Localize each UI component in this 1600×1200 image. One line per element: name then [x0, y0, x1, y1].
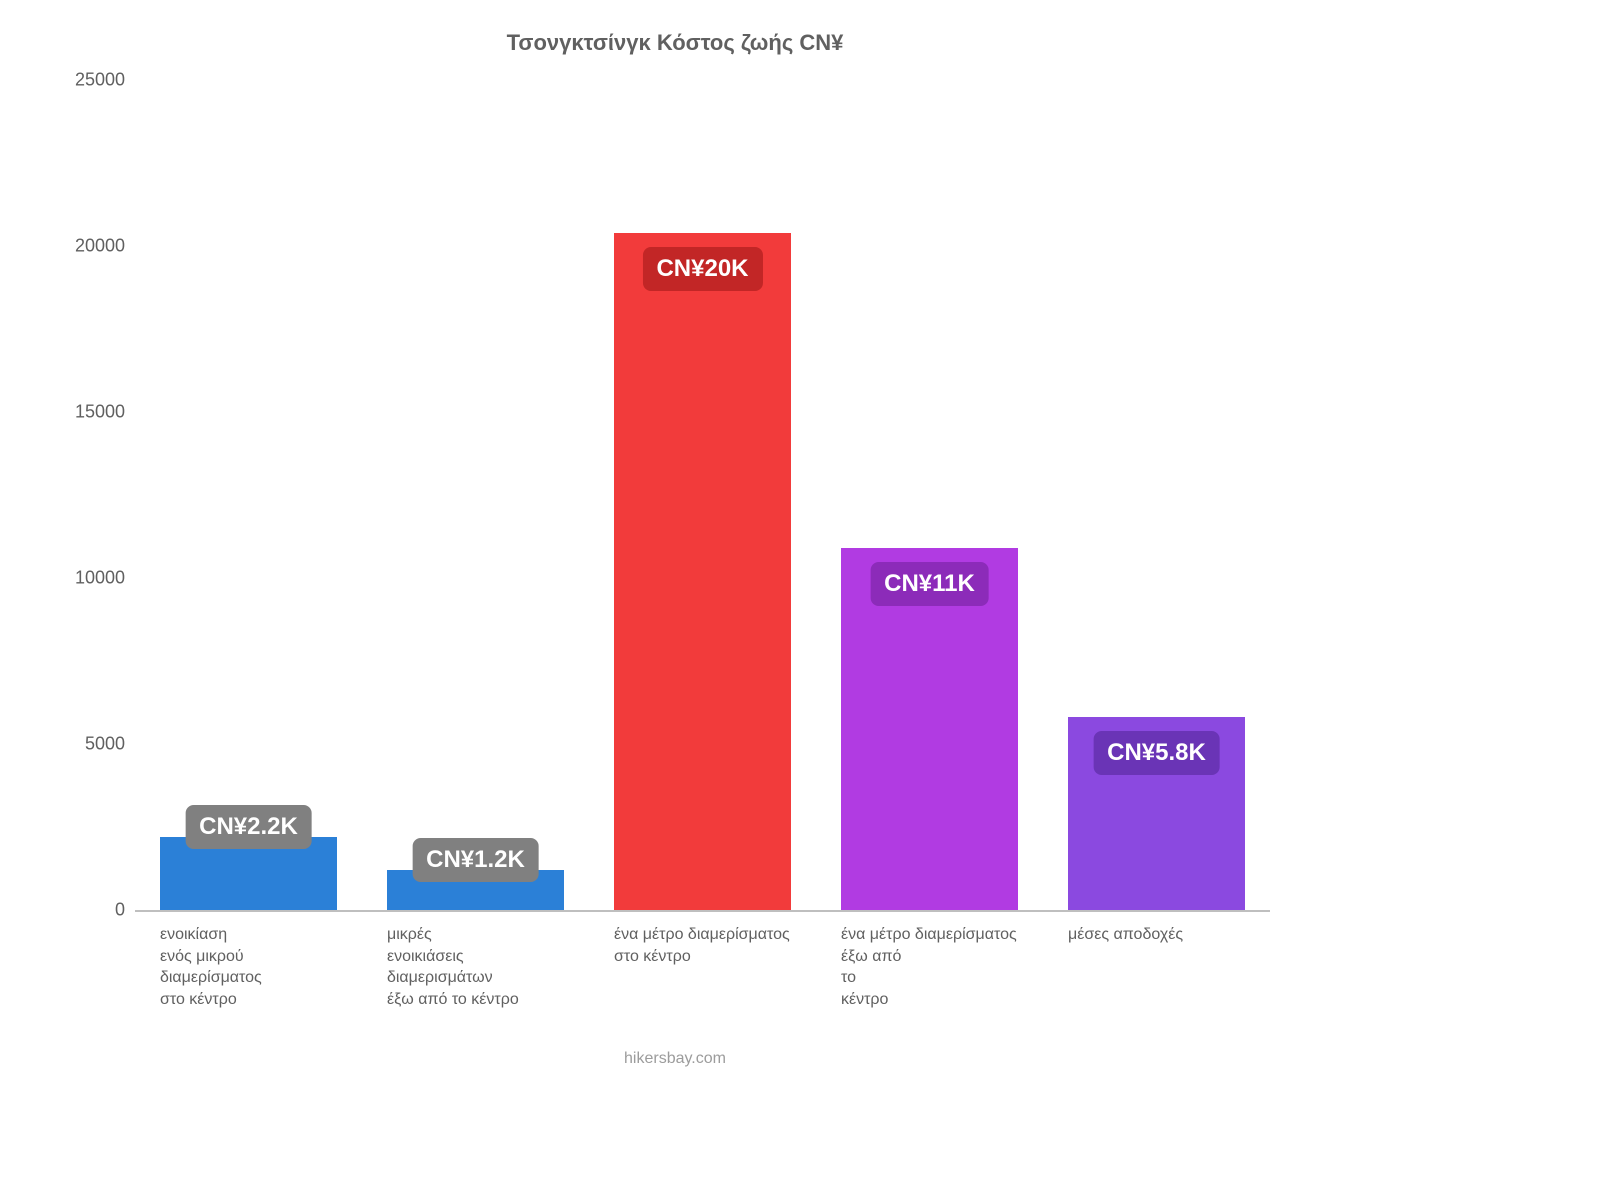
x-tick-label: μικρέςενοικιάσειςδιαμερισμάτωνέξω από το… [387, 910, 564, 1010]
y-tick-label: 20000 [50, 236, 125, 257]
cost-of-living-chart: Τσονγκτσίνγκ Κόστος ζωής CN¥ 05000100001… [50, 30, 1300, 950]
y-tick-label: 25000 [50, 70, 125, 91]
value-badge: CN¥20K [642, 247, 762, 291]
y-tick-label: 0 [50, 900, 125, 921]
value-badge: CN¥2.2K [185, 805, 312, 849]
chart-title: Τσονγκτσίνγκ Κόστος ζωής CN¥ [50, 30, 1300, 56]
y-tick-label: 10000 [50, 568, 125, 589]
value-badge: CN¥1.2K [412, 838, 539, 882]
value-badge: CN¥5.8K [1093, 731, 1220, 775]
y-tick-label: 15000 [50, 402, 125, 423]
source-caption: hikersbay.com [50, 1050, 1300, 1068]
bar [614, 233, 791, 910]
y-tick-label: 5000 [50, 734, 125, 755]
plot-area: 0500010000150002000025000CN¥2.2Kενοικίασ… [135, 80, 1270, 912]
x-tick-label: ενοικίασηενός μικρούδιαμερίσματοςστο κέν… [160, 910, 337, 1010]
x-tick-label: ένα μέτρο διαμερίσματοςέξω απότοκέντρο [841, 910, 1018, 1010]
x-tick-label: ένα μέτρο διαμερίσματοςστο κέντρο [614, 910, 791, 967]
value-badge: CN¥11K [870, 562, 989, 606]
x-tick-label: μέσες αποδοχές [1068, 910, 1245, 946]
